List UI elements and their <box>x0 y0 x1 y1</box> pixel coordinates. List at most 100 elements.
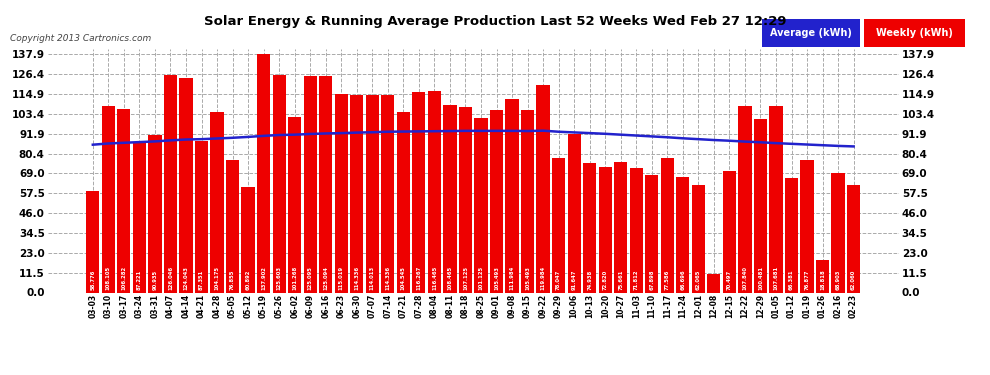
Text: 18.818: 18.818 <box>820 269 825 290</box>
Bar <box>304 76 317 292</box>
Text: 72.820: 72.820 <box>603 270 608 290</box>
Bar <box>412 92 426 292</box>
Bar <box>723 171 736 292</box>
Text: Average (kWh): Average (kWh) <box>770 28 852 38</box>
Text: 105.493: 105.493 <box>525 266 530 290</box>
Bar <box>319 76 333 292</box>
Text: 104.175: 104.175 <box>215 266 220 290</box>
Text: 114.013: 114.013 <box>370 266 375 290</box>
Text: 87.221: 87.221 <box>137 270 142 290</box>
Bar <box>832 173 844 292</box>
Bar <box>381 95 394 292</box>
Text: 125.095: 125.095 <box>308 266 313 290</box>
Text: 91.647: 91.647 <box>571 270 576 290</box>
Text: 77.586: 77.586 <box>665 270 670 290</box>
Text: 116.267: 116.267 <box>417 266 422 290</box>
Text: 78.047: 78.047 <box>556 270 561 290</box>
Text: Solar Energy & Running Average Production Last 52 Weeks Wed Feb 27 12:29: Solar Energy & Running Average Productio… <box>204 15 786 28</box>
Text: 58.776: 58.776 <box>90 270 95 290</box>
Text: 104.545: 104.545 <box>401 266 406 290</box>
Text: 70.497: 70.497 <box>727 270 732 290</box>
Bar <box>179 78 193 292</box>
Text: 76.877: 76.877 <box>805 270 810 290</box>
Bar <box>458 107 472 292</box>
Bar <box>86 191 99 292</box>
Bar <box>397 112 410 292</box>
FancyBboxPatch shape <box>762 19 859 47</box>
Bar <box>614 162 628 292</box>
Text: 101.268: 101.268 <box>292 266 297 290</box>
Text: 108.105: 108.105 <box>106 266 111 290</box>
Bar <box>195 141 208 292</box>
Text: 66.696: 66.696 <box>680 269 685 290</box>
Bar <box>350 95 363 292</box>
Bar <box>753 119 767 292</box>
Bar <box>148 135 161 292</box>
Text: 107.681: 107.681 <box>773 266 778 290</box>
Bar <box>739 106 751 292</box>
Bar <box>444 105 456 292</box>
Text: 67.898: 67.898 <box>649 269 654 290</box>
Text: 115.019: 115.019 <box>339 266 344 290</box>
Text: 106.282: 106.282 <box>122 266 127 290</box>
Bar <box>242 187 254 292</box>
Bar <box>630 168 643 292</box>
Text: 71.812: 71.812 <box>634 269 639 290</box>
Bar <box>567 134 581 292</box>
Text: 114.336: 114.336 <box>385 266 390 290</box>
Bar <box>335 94 347 292</box>
Bar <box>226 160 240 292</box>
Bar <box>272 75 286 292</box>
Bar <box>660 158 674 292</box>
Text: 107.125: 107.125 <box>463 266 468 290</box>
Bar <box>599 166 612 292</box>
Bar <box>816 260 830 292</box>
Bar <box>707 274 721 292</box>
Text: 62.060: 62.060 <box>851 270 856 290</box>
Text: 105.493: 105.493 <box>494 266 499 290</box>
Text: Copyright 2013 Cartronics.com: Copyright 2013 Cartronics.com <box>10 34 151 43</box>
FancyBboxPatch shape <box>863 19 965 47</box>
Text: 108.465: 108.465 <box>447 266 452 290</box>
Bar <box>769 106 782 292</box>
Text: 114.336: 114.336 <box>354 266 359 290</box>
Bar <box>847 185 860 292</box>
Text: 125.094: 125.094 <box>323 266 329 290</box>
Text: 111.984: 111.984 <box>510 266 515 290</box>
Bar <box>133 142 146 292</box>
Text: 107.840: 107.840 <box>742 266 747 290</box>
Bar <box>490 110 503 292</box>
Text: 116.465: 116.465 <box>432 266 437 290</box>
Text: 87.351: 87.351 <box>199 270 204 290</box>
Bar <box>801 160 814 292</box>
Text: Weekly (kWh): Weekly (kWh) <box>876 28 953 38</box>
Text: 137.902: 137.902 <box>261 266 266 290</box>
Bar <box>506 99 519 292</box>
Bar <box>257 54 270 292</box>
Bar <box>428 91 441 292</box>
Bar <box>645 175 658 292</box>
Bar <box>676 177 689 292</box>
Text: 90.935: 90.935 <box>152 270 157 290</box>
Bar <box>164 75 177 292</box>
Text: 75.661: 75.661 <box>618 269 624 290</box>
Text: 62.065: 62.065 <box>696 270 701 290</box>
Bar <box>117 109 131 292</box>
Text: 68.903: 68.903 <box>836 270 841 290</box>
Bar <box>102 106 115 292</box>
Text: 60.892: 60.892 <box>246 270 250 290</box>
Bar <box>692 185 705 292</box>
Text: 119.984: 119.984 <box>541 266 545 290</box>
Bar <box>288 117 301 292</box>
Bar <box>552 158 565 292</box>
Bar <box>537 85 549 292</box>
Bar <box>521 110 535 292</box>
Bar <box>583 163 596 292</box>
Text: 125.603: 125.603 <box>276 266 281 290</box>
Bar <box>211 112 224 292</box>
Text: 124.043: 124.043 <box>183 266 188 290</box>
Text: 76.855: 76.855 <box>230 270 235 290</box>
Bar <box>785 178 798 292</box>
Text: 100.481: 100.481 <box>758 266 763 290</box>
Text: 74.938: 74.938 <box>587 270 592 290</box>
